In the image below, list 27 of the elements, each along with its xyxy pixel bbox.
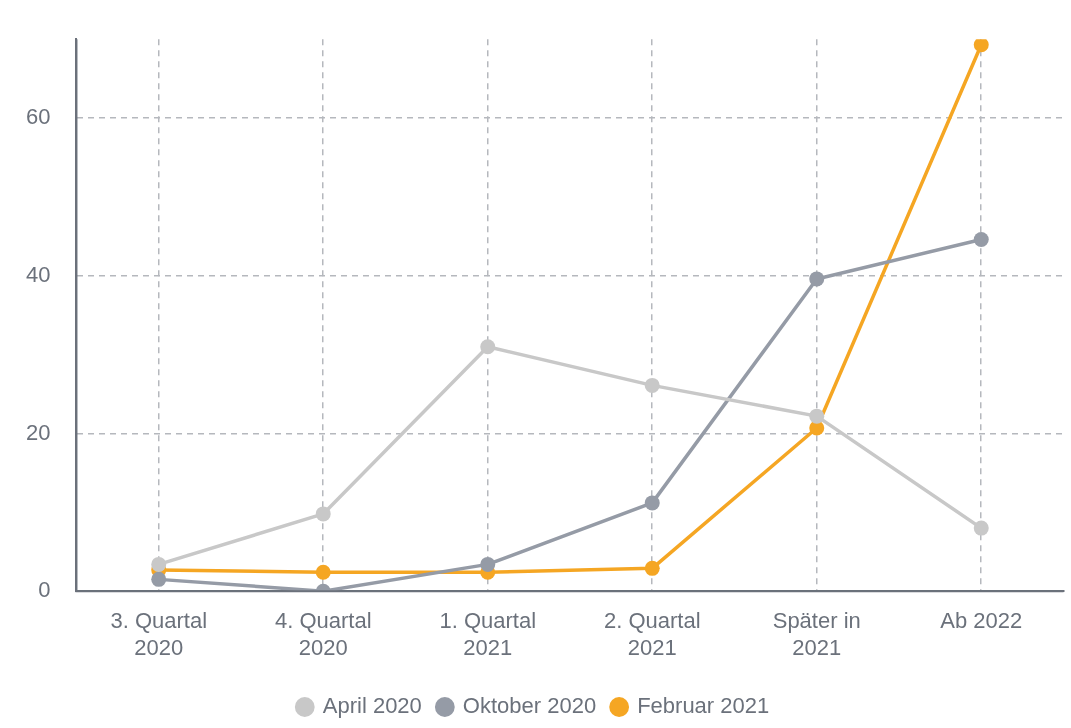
- point: [315, 564, 331, 580]
- point: [151, 571, 167, 587]
- point: [644, 560, 660, 576]
- x-tick-label: 1. Quartal 2021: [439, 608, 537, 660]
- x-tick-label: 2. Quartal 2021: [603, 608, 701, 660]
- x-tick-label: 3. Quartal 2020: [110, 608, 208, 660]
- point: [315, 506, 331, 522]
- y-tick-label: 60: [25, 104, 51, 130]
- point: [809, 271, 825, 287]
- x-tick-label: Ab 2022: [940, 608, 1023, 634]
- point: [480, 556, 496, 572]
- legend-label: Oktober 2020: [462, 693, 597, 719]
- point: [644, 377, 660, 393]
- x-tick-label: Später in 2021: [772, 608, 861, 660]
- y-tick-label: 20: [25, 419, 51, 445]
- point: [480, 339, 496, 355]
- point: [644, 495, 660, 511]
- point: [973, 39, 989, 53]
- legend-label: April 2020: [322, 693, 422, 719]
- y-tick-label: 40: [25, 261, 51, 287]
- point: [809, 408, 825, 424]
- point: [973, 520, 989, 536]
- legend-label: Februar 2021: [637, 693, 770, 719]
- point: [973, 232, 989, 247]
- x-tick-label: 4. Quartal 2020: [274, 608, 372, 660]
- y-tick-label: 0: [38, 577, 51, 603]
- point: [151, 556, 167, 572]
